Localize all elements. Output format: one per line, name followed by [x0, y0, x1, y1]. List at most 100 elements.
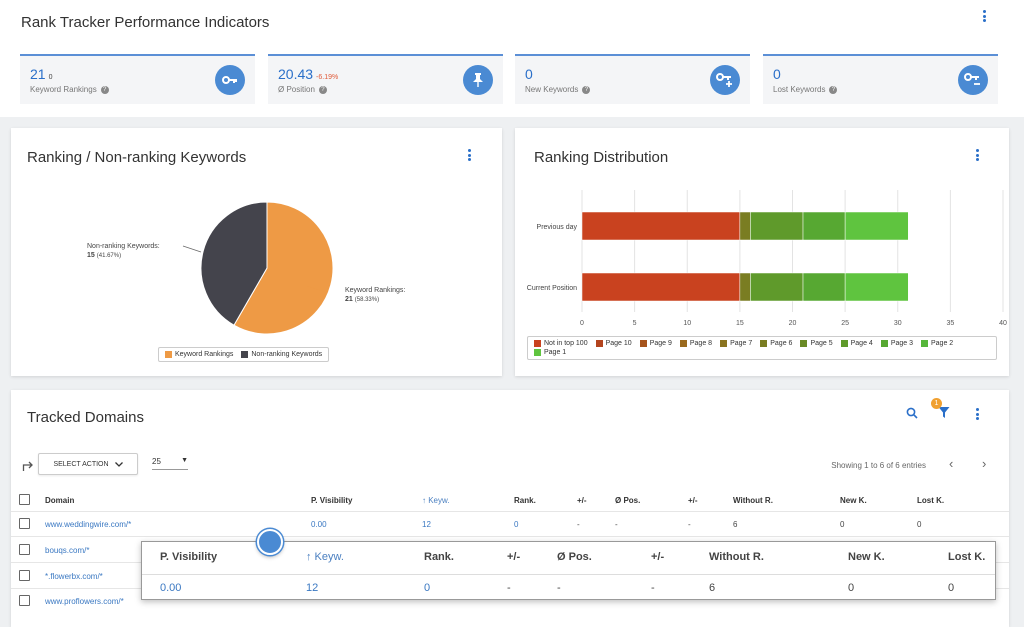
row-checkbox[interactable] — [19, 595, 30, 606]
x-tick-label: 25 — [841, 320, 849, 327]
pie-menu-icon[interactable] — [468, 149, 472, 161]
legend-item[interactable]: Page 9 — [639, 340, 672, 347]
help-icon[interactable]: ? — [100, 85, 109, 94]
zoom-cell-avg-position: - — [557, 582, 561, 594]
legend-item[interactable]: Page 3 — [880, 340, 913, 347]
pie-slice-1[interactable] — [200, 201, 268, 326]
col-keywords[interactable]: ↑ Keyw. — [422, 496, 450, 505]
row-checkbox[interactable] — [19, 544, 30, 555]
legend-label: Not in top 100 — [544, 340, 588, 347]
kpi-menu-icon[interactable] — [983, 10, 987, 22]
kpi-change: -6.19% — [316, 74, 339, 81]
pie-legend: Keyword Rankings Non-ranking Keywords — [158, 347, 330, 362]
pie-title: Ranking / Non-ranking Keywords — [27, 149, 247, 166]
domain-link[interactable]: www.proflowers.com/* — [45, 597, 124, 606]
col-avg-position[interactable]: Ø Pos. — [615, 496, 641, 505]
cell-avg-position: - — [615, 520, 618, 529]
kpi-label: Ø Position — [278, 85, 315, 94]
legend-item[interactable]: Page 5 — [800, 340, 833, 347]
bar-segment-0[interactable] — [581, 272, 741, 302]
cell-ranking[interactable]: 0 — [514, 520, 519, 529]
col-lost-keywords[interactable]: Lost K. — [917, 496, 945, 505]
pie-label-ranking-pct: (58.33%) — [355, 297, 379, 303]
row-checkbox[interactable] — [19, 570, 30, 581]
kpi-keyword-rankings: 21 0 Keyword Rankings? — [20, 54, 255, 104]
bar-segment-0[interactable] — [581, 211, 741, 241]
legend-item[interactable]: Not in top 100 — [534, 340, 588, 347]
key-icon — [215, 65, 245, 95]
bar-segment-8[interactable] — [802, 211, 846, 241]
bar-segment-5[interactable] — [739, 272, 751, 302]
legend-label: Page 7 — [730, 340, 753, 347]
kpi-value: 20.43 — [278, 66, 314, 82]
filter-icon[interactable]: 1 — [931, 398, 950, 424]
pie-label-ranking: Keyword Rankings: — [345, 287, 405, 294]
domain-link[interactable]: www.weddingwire.com/* — [45, 520, 132, 529]
x-tick-label: 10 — [683, 320, 691, 327]
legend-item[interactable]: Page 4 — [840, 340, 873, 347]
help-icon[interactable]: ? — [318, 85, 327, 94]
col-domain[interactable]: Domain — [45, 496, 75, 505]
pie-slice-0[interactable] — [233, 201, 334, 335]
cell-lost-keywords: 0 — [917, 520, 922, 529]
bar-segment-10[interactable] — [844, 272, 909, 302]
cell-new-keywords: 0 — [840, 520, 845, 529]
x-tick-label: 30 — [894, 320, 902, 327]
search-icon[interactable] — [906, 406, 918, 424]
col-rank-change[interactable]: +/- — [577, 496, 587, 505]
row-checkbox[interactable] — [19, 518, 30, 529]
legend-label: Page 6 — [770, 340, 793, 347]
col-without-ranking[interactable]: Without R. — [733, 496, 773, 505]
bar-segment-7[interactable] — [750, 211, 804, 241]
legend-swatch — [800, 340, 808, 347]
col-ranking[interactable]: Rank. — [514, 496, 536, 505]
bar-segment-10[interactable] — [844, 211, 909, 241]
magnified-row-popup: P. Visibility ↑ Keyw. Rank. +/- Ø Pos. +… — [141, 541, 996, 600]
bar-segment-5[interactable] — [739, 211, 751, 241]
legend-item[interactable]: Page 2 — [921, 340, 953, 347]
key-plus-icon — [710, 65, 740, 95]
zoom-cell-position-change: - — [651, 582, 655, 594]
col-visibility[interactable]: P. Visibility — [311, 496, 353, 505]
domains-menu-icon[interactable] — [976, 408, 980, 420]
domain-link[interactable]: *.flowerbx.com/* — [45, 572, 103, 581]
help-icon[interactable]: ? — [582, 85, 591, 94]
legend-item[interactable]: Page 6 — [760, 340, 792, 347]
x-tick-label: 0 — [580, 320, 584, 327]
legend-item[interactable]: Page 1 — [534, 349, 566, 356]
pie-label-nonranking-pct: (41.67%) — [97, 253, 121, 259]
page-size-select[interactable]: 25 ▼ — [152, 457, 188, 470]
legend-swatch — [639, 340, 647, 347]
select-action-dropdown[interactable]: SELECT ACTION — [38, 453, 138, 475]
x-tick-label: 5 — [633, 320, 637, 327]
select-all-checkbox[interactable] — [19, 494, 30, 505]
legend-swatch — [880, 340, 888, 347]
bar-menu-icon[interactable] — [976, 149, 980, 161]
ranking-nonranking-card: Ranking / Non-ranking Keywords Non-ranki… — [11, 128, 502, 376]
pie-label-nonranking-value: 15 — [87, 252, 95, 259]
ranking-distribution-card: Ranking Distribution 0 5 10 15 20 25 30 35 40 Pre… — [515, 128, 1009, 376]
legend-label: Page 1 — [544, 349, 567, 356]
legend-swatch — [165, 351, 172, 358]
caret-down-icon: ▼ — [181, 457, 188, 464]
legend-item[interactable]: Non-ranking Keywords — [241, 351, 322, 358]
legend-item[interactable]: Page 10 — [595, 340, 632, 347]
legend-item[interactable]: Keyword Rankings — [165, 351, 233, 358]
next-page-button[interactable]: › — [982, 456, 987, 471]
col-position-change[interactable]: +/- — [688, 496, 698, 505]
bar-chart: 0 5 10 15 20 25 30 35 40 Previous day Current Posi… — [527, 190, 1007, 327]
legend-item[interactable]: Page 7 — [720, 340, 752, 347]
legend-item[interactable]: Page 8 — [679, 340, 712, 347]
magnifier-drag-handle[interactable] — [257, 529, 283, 555]
domain-link[interactable]: bouqs.com/* — [45, 546, 90, 555]
prev-page-button[interactable]: ‹ — [949, 456, 954, 471]
legend-label: Page 2 — [931, 340, 954, 347]
legend-swatch — [679, 340, 687, 347]
cell-keywords[interactable]: 12 — [422, 520, 431, 529]
bar-segment-8[interactable] — [802, 272, 846, 302]
col-new-keywords[interactable]: New K. — [840, 496, 867, 505]
pie-label-ranking-value: 21 — [345, 296, 353, 303]
bar-segment-7[interactable] — [750, 272, 804, 302]
help-icon[interactable]: ? — [829, 85, 838, 94]
x-tick-label: 35 — [946, 320, 954, 327]
